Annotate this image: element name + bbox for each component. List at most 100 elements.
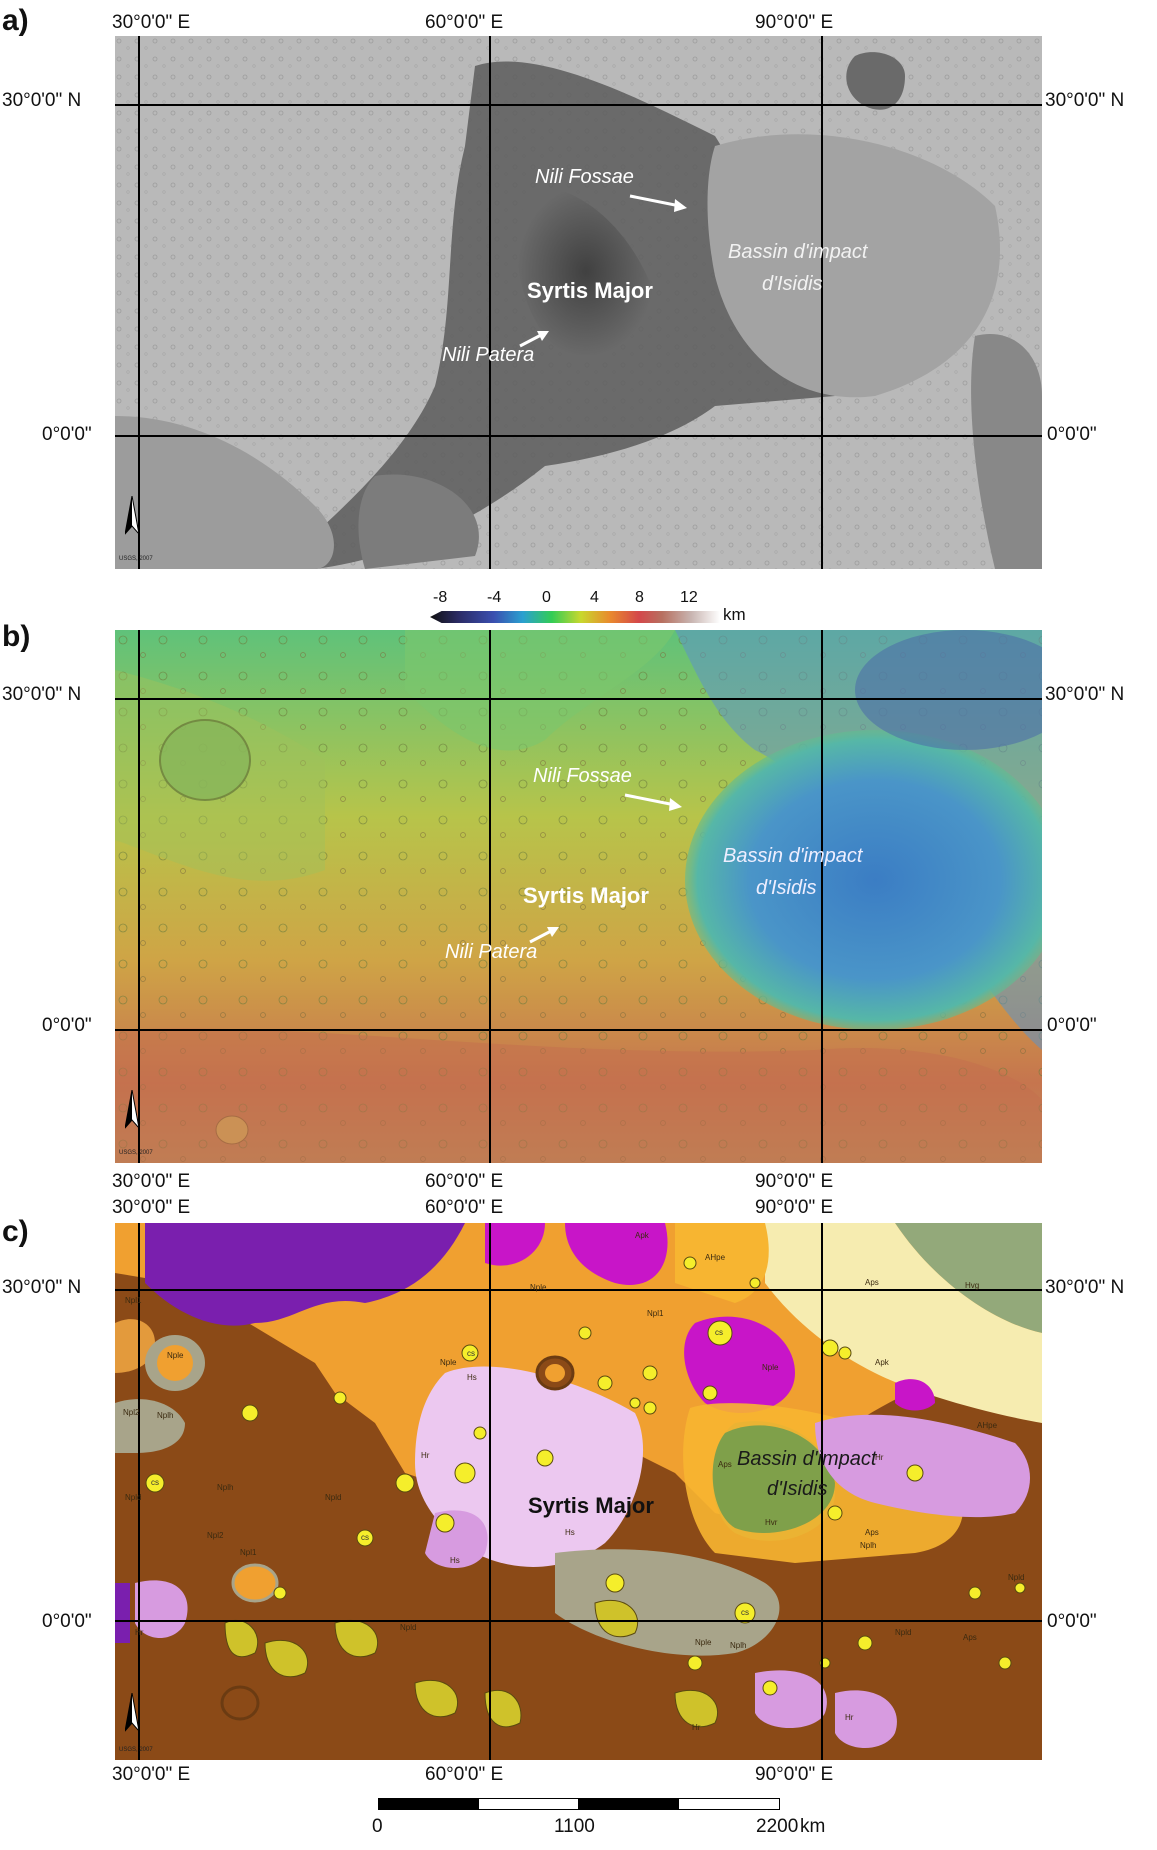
scale-bar-segment <box>578 1798 680 1810</box>
label-bassin-b-1: Bassin d'impact <box>723 845 863 867</box>
panel-b-meridian-90 <box>821 630 823 1163</box>
panel-c-meridian-60 <box>489 1223 491 1760</box>
unit-label-ahpe: AHpe <box>977 1421 998 1430</box>
albedo-map <box>115 36 1042 569</box>
panel-b-lon-90-label: 90°0'0" E <box>755 1171 834 1192</box>
usgs-credit-a: USGS, 2007 <box>119 556 153 562</box>
scale-bar: 0 1100 2200 km <box>372 1798 825 1848</box>
unit-label-nple: Nple <box>440 1358 457 1367</box>
unit-label-cs: cs <box>361 1533 369 1542</box>
label-nili-patera-b: Nili Patera <box>445 941 538 963</box>
unit-label-npl1: Npl1 <box>240 1548 257 1557</box>
colorbar-tick-label: -4 <box>487 589 502 606</box>
unit-label-npld: Npld <box>400 1623 417 1632</box>
usgs-credit-b: USGS, 2007 <box>119 1150 153 1156</box>
arrow-nili-patera-a <box>519 331 549 348</box>
panel-c-lon-90-bottom: 90°0'0" E <box>755 1764 834 1785</box>
panel-a-equator <box>115 435 1042 437</box>
panel-c-meridian-90 <box>821 1223 823 1760</box>
panel-a-parallel-30 <box>115 104 1042 106</box>
arrow-nili-fossae-b <box>624 793 682 811</box>
panel-a-lon-30-label: 30°0'0" E <box>112 12 191 33</box>
colorbar-tick-label: 8 <box>635 589 644 606</box>
unit-label-nple: Nple <box>530 1283 547 1292</box>
north-arrow-icon <box>125 1090 139 1129</box>
unit-label-hs: Hs <box>450 1556 460 1565</box>
scale-bar-segment <box>378 1798 480 1810</box>
scale-tick-label: 0 <box>372 1816 383 1837</box>
unit-label-nple: Nple <box>167 1351 184 1360</box>
north-arrow-icon <box>125 496 139 535</box>
unit-label-nplh: Nplh <box>217 1483 234 1492</box>
panel-c-lon-30-label: 30°0'0" E <box>112 1197 191 1218</box>
panel-a-lat-0-left: 0°0'0" <box>42 424 92 445</box>
panel-c-equator <box>115 1620 1042 1622</box>
label-syrtis-major-c: Syrtis Major <box>528 1493 654 1518</box>
unit-label-hvr: Hvr <box>765 1518 778 1527</box>
label-bassin-c-2: d'Isidis <box>767 1478 828 1500</box>
panel-b-lon-30-label: 30°0'0" E <box>112 1171 191 1192</box>
unit-label-npld: Npld <box>125 1493 142 1502</box>
panel-c-lat-30-left: 30°0'0" N <box>2 1277 82 1298</box>
unit-label-apk: Apk <box>635 1231 649 1240</box>
unit-label-cs: cs <box>151 1478 159 1487</box>
panel-b-parallel-30 <box>115 698 1042 700</box>
unit-label-npld: Npld <box>325 1493 342 1502</box>
unit-label-hr: Hr <box>421 1451 430 1460</box>
unit-label-nplh: Nplh <box>860 1541 877 1550</box>
label-bassin-a-2: d'Isidis <box>762 273 823 295</box>
unit-label-hr: Hr <box>875 1453 884 1462</box>
scale-bar-segment <box>678 1798 780 1810</box>
panel-b-lat-30-left: 30°0'0" N <box>2 684 82 705</box>
panel-b-meridian-30 <box>138 630 140 1163</box>
colorbar-unit: km <box>723 605 746 624</box>
map-panel-c: Syrtis Major Bassin d'impact d'Isidis Hv… <box>115 1223 1042 1760</box>
panel-a-meridian-30 <box>138 36 140 569</box>
unit-label-cs: cs <box>715 1328 723 1337</box>
colorbar: -8 -4 0 4 8 12 km <box>430 589 760 635</box>
scale-unit: km <box>800 1816 826 1837</box>
scale-tick-label: 2200 <box>756 1816 799 1837</box>
unit-label-aps: Aps <box>865 1278 879 1287</box>
label-syrtis-major-a: Syrtis Major <box>527 278 653 303</box>
panel-c-lat-30-right: 30°0'0" N <box>1045 1277 1125 1298</box>
unit-label-nple: Nple <box>762 1363 779 1372</box>
panel-a-label: a) <box>2 4 29 37</box>
unit-label-cs: cs <box>741 1608 749 1617</box>
unit-label-aps: Aps <box>963 1633 977 1642</box>
map-panel-a: Nili Fossae Bassin d'impact d'Isidis Syr… <box>115 36 1042 569</box>
unit-label-aps: Aps <box>865 1528 879 1537</box>
label-bassin-b-2: d'Isidis <box>756 877 817 899</box>
unit-label-npl1: Npl1 <box>647 1309 664 1318</box>
panel-b-lat-0-left: 0°0'0" <box>42 1015 92 1036</box>
colorbar-tick-label: 0 <box>542 589 551 606</box>
label-bassin-a-1: Bassin d'impact <box>728 241 868 263</box>
panel-b-meridian-60 <box>489 630 491 1163</box>
topography-map <box>115 630 1042 1163</box>
scale-tick-label: 1100 <box>554 1816 595 1837</box>
panel-a-meridian-90 <box>821 36 823 569</box>
label-syrtis-major-b: Syrtis Major <box>523 883 649 908</box>
colorbar-ramp <box>430 611 720 623</box>
scale-bar-segment <box>478 1798 580 1810</box>
panel-a-lat-30-left: 30°0'0" N <box>2 90 82 111</box>
unit-label-hr: Hr <box>845 1713 854 1722</box>
unit-label-hs: Hs <box>467 1373 477 1382</box>
panel-b-lat-30-right: 30°0'0" N <box>1045 684 1125 705</box>
unit-label-nplh: Nplh <box>157 1411 174 1420</box>
panel-b-lon-60-label: 60°0'0" E <box>425 1171 504 1192</box>
unit-label-cs: cs <box>467 1349 475 1358</box>
label-nili-patera-a: Nili Patera <box>442 344 535 366</box>
unit-label-apk: Apk <box>875 1358 889 1367</box>
colorbar-tick-label: 12 <box>680 589 698 606</box>
panel-b-equator <box>115 1029 1042 1031</box>
label-bassin-c-1: Bassin d'impact <box>737 1448 877 1470</box>
unit-label-nple: Nple <box>695 1638 712 1647</box>
unit-label-hr: Hr <box>692 1723 701 1732</box>
panel-c-lat-0-right: 0°0'0" <box>1047 1611 1097 1632</box>
panel-c-lon-60-label: 60°0'0" E <box>425 1197 504 1218</box>
unit-label-hvg: Hvg <box>965 1281 980 1290</box>
unit-label-aps: Aps <box>718 1460 732 1469</box>
panel-c-lat-0-left: 0°0'0" <box>42 1611 92 1632</box>
panel-c-label: c) <box>2 1215 29 1248</box>
